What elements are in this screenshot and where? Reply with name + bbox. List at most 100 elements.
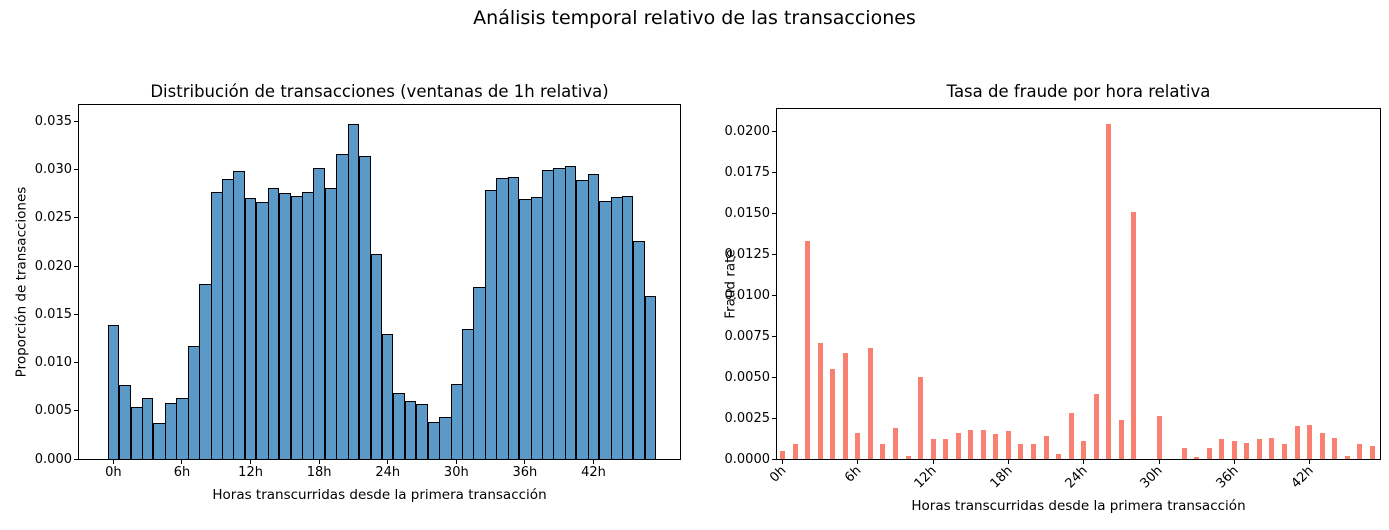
bar (867, 347, 873, 459)
x-tick-label: 42h (581, 465, 606, 480)
y-tick-label: 0.0200 (724, 124, 771, 140)
bar (930, 439, 936, 459)
bar (1344, 455, 1350, 459)
x-tick-mark (1233, 460, 1235, 464)
x-tick-label: 6h (842, 463, 865, 486)
x-tick-mark (932, 460, 934, 464)
x-tick-mark (112, 460, 114, 464)
bar (1332, 437, 1338, 459)
x-tick-mark (455, 460, 457, 464)
x-tick-mark (524, 460, 526, 464)
figure-suptitle: Análisis temporal relativo de las transa… (473, 7, 916, 29)
bar (805, 241, 811, 459)
bar (1056, 454, 1062, 459)
bar (892, 427, 898, 459)
plot-area: 0.000 0.005 0.010 0.015 0.020 0.025 0.030 0.035… (35, 104, 681, 479)
y-tick-label: 0.030 (34, 162, 72, 178)
y-tick-mark (74, 265, 78, 267)
bar (1282, 444, 1287, 459)
y-tick-mark (772, 335, 776, 337)
y-axis-label: Proporción de transacciones (13, 186, 30, 378)
bar (1256, 439, 1262, 459)
bar (1068, 413, 1074, 459)
bar (1005, 431, 1011, 459)
bar (130, 406, 142, 459)
y-tick-label: 0.0050 (724, 369, 771, 385)
bar (1156, 416, 1162, 459)
bar (830, 369, 836, 459)
x-tick-mark (250, 460, 252, 464)
bar (1206, 447, 1212, 459)
x-tick-label: 18h (306, 465, 332, 480)
chart-title: Distribución de transacciones (ventanas … (150, 82, 609, 101)
bar (530, 196, 543, 459)
bar (1043, 436, 1049, 459)
bar (519, 198, 531, 459)
bar (1118, 419, 1124, 459)
bar (599, 201, 611, 459)
y-tick-label: 0.005 (34, 403, 72, 419)
y-tick-label: 0.0100 (724, 287, 771, 303)
y-tick-label: 0.025 (34, 210, 72, 226)
x-tick-label: 36h (512, 465, 538, 480)
bar (107, 324, 120, 459)
bar (1219, 439, 1225, 459)
bar (267, 187, 280, 459)
bar (553, 167, 565, 459)
x-tick-mark (1007, 460, 1009, 464)
x-axis-label: Horas transcurridas desde la primera tra… (212, 487, 547, 503)
bar (1319, 432, 1325, 459)
bar (302, 191, 314, 459)
x-tick-mark (1158, 460, 1160, 464)
bar (404, 401, 417, 459)
bar (955, 432, 961, 459)
y-tick-mark (74, 217, 78, 219)
bar (1031, 444, 1036, 459)
bar (496, 178, 508, 459)
bar (382, 333, 394, 459)
y-tick-mark (772, 131, 776, 133)
y-tick-label: 0.0025 (724, 410, 771, 426)
x-tick-mark (857, 460, 859, 464)
y-tick-mark (772, 254, 776, 256)
y-tick-mark (74, 410, 78, 412)
bar (324, 187, 337, 459)
bar (484, 189, 497, 459)
x-tick-label: 0h (767, 463, 790, 486)
x-tick-mark (592, 460, 594, 464)
bar (164, 403, 177, 459)
bar (576, 180, 588, 459)
bar (1369, 445, 1375, 459)
bar (993, 434, 999, 459)
bar (370, 253, 382, 459)
bar (359, 156, 371, 459)
bar (918, 377, 924, 459)
bar (855, 432, 861, 459)
x-tick-mark (1083, 460, 1085, 464)
bar (880, 444, 886, 459)
x-tick-label: 12h (911, 463, 941, 492)
plot-area: 0.0000 0.0025 0.0050 0.0075 0.0100 0.0125 0.01… (725, 108, 1381, 491)
bar (943, 439, 949, 459)
bar (313, 167, 325, 459)
x-tick-label: 30h (443, 465, 469, 480)
y-tick-mark (74, 362, 78, 364)
x-tick-mark (1309, 460, 1311, 464)
bar (233, 170, 245, 459)
y-tick-mark (74, 313, 78, 315)
bar (1093, 393, 1099, 459)
y-tick-mark (772, 213, 776, 215)
bar (279, 192, 291, 459)
bar (416, 404, 428, 459)
bar (256, 202, 268, 459)
bar (222, 179, 234, 459)
bar (176, 398, 188, 459)
x-tick-label: 24h (1062, 463, 1091, 492)
bar (1106, 123, 1112, 459)
chart-title: Tasa de fraude por hora relativa (946, 82, 1211, 101)
y-tick-label: 0.010 (34, 355, 72, 371)
bar (817, 342, 823, 459)
bar (393, 393, 405, 459)
x-tick-mark (318, 460, 320, 464)
